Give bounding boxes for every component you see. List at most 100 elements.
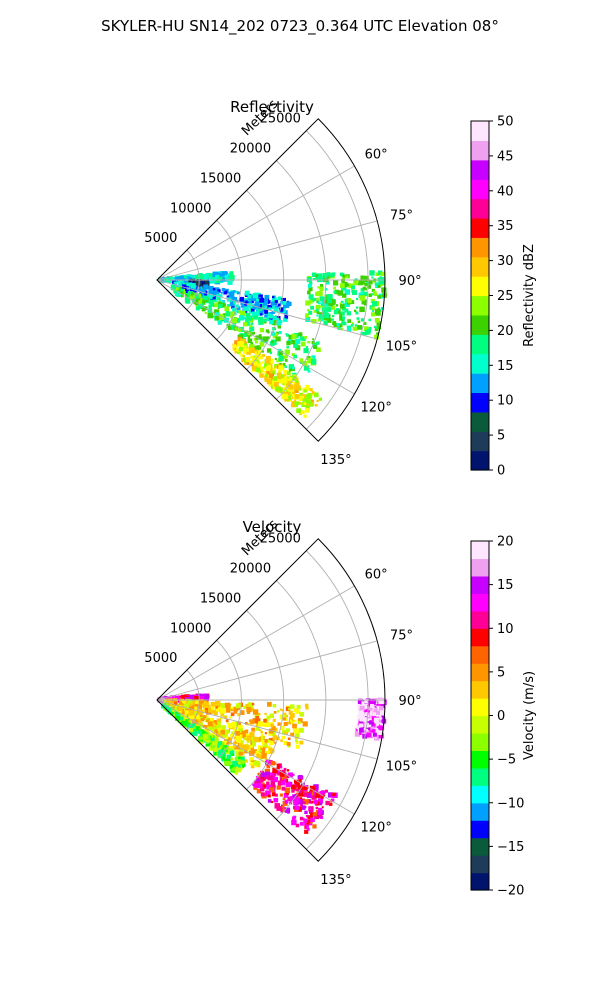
echo-cell xyxy=(255,715,259,720)
echo-cell xyxy=(374,334,379,340)
colorbar-swatch xyxy=(471,837,489,856)
colorbar-swatch xyxy=(471,663,489,682)
echo-cell xyxy=(230,757,234,761)
echo-cell xyxy=(235,738,240,743)
echo-cell xyxy=(281,786,286,791)
echo-cell xyxy=(308,341,311,344)
echo-cell xyxy=(197,704,202,710)
echo-cell xyxy=(244,306,249,312)
echo-cell xyxy=(230,734,234,738)
colorbar-tick-label: 5 xyxy=(497,429,505,444)
echo-cell xyxy=(250,746,254,751)
echo-cell xyxy=(260,772,266,778)
echo-cell xyxy=(282,388,286,392)
echo-cell xyxy=(317,798,324,804)
echo-region xyxy=(305,270,387,340)
colorbar-swatch xyxy=(471,217,489,238)
echo-cell xyxy=(260,787,265,792)
echo-cell xyxy=(221,725,226,730)
echo-cell xyxy=(185,294,189,297)
echo-cell xyxy=(253,337,257,341)
echo-cell xyxy=(234,340,240,346)
echo-cell xyxy=(310,812,315,817)
echo-cell xyxy=(255,750,260,756)
echo-cell xyxy=(179,698,184,704)
echo-cell xyxy=(297,387,302,391)
echo-cell xyxy=(360,710,364,714)
echo-cell xyxy=(242,733,246,737)
echo-cell xyxy=(212,315,215,318)
echo-cell xyxy=(287,396,291,400)
echo-cell xyxy=(311,800,314,803)
echo-cell xyxy=(245,722,248,725)
colorbar-swatch xyxy=(471,373,489,394)
echo-cell xyxy=(316,297,319,301)
echo-cell xyxy=(302,398,308,404)
echo-cell xyxy=(350,323,354,327)
colorbar-swatch xyxy=(471,698,489,717)
echo-cell xyxy=(220,291,223,294)
echo-cell xyxy=(185,710,189,714)
echo-cell xyxy=(276,766,280,769)
echo-cell xyxy=(333,309,339,315)
echo-cell xyxy=(332,321,336,326)
echo-cell xyxy=(298,791,304,797)
echo-cell xyxy=(192,711,198,717)
echo-cell xyxy=(283,370,289,376)
echo-cell xyxy=(229,761,233,765)
echo-cell xyxy=(292,773,295,776)
echo-cell xyxy=(310,305,315,310)
echo-cell xyxy=(247,336,251,339)
echo-cell xyxy=(244,290,250,296)
echo-cell xyxy=(258,294,263,299)
echo-cell xyxy=(305,403,310,409)
echo-cell xyxy=(290,403,295,408)
echo-cell xyxy=(235,731,240,736)
echo-cell xyxy=(316,311,320,314)
echo-cell xyxy=(270,371,273,374)
echo-cell xyxy=(252,749,257,754)
echo-cell xyxy=(233,741,237,745)
echo-cell xyxy=(297,385,301,389)
echo-cell xyxy=(265,358,270,364)
azimuth-tick-label: 90° xyxy=(399,694,422,709)
echo-cell xyxy=(272,297,277,302)
echo-cell xyxy=(284,376,288,380)
echo-cell xyxy=(233,745,236,748)
colorbar-tick-label: −15 xyxy=(497,840,524,855)
echo-cell xyxy=(369,270,375,276)
echo-cell xyxy=(225,707,231,713)
echo-cell xyxy=(252,295,258,302)
echo-cell xyxy=(266,371,270,375)
echo-cell xyxy=(179,276,183,280)
echo-cell xyxy=(280,374,284,378)
echo-cell xyxy=(197,720,201,724)
echo-cell xyxy=(235,290,239,294)
echo-cell xyxy=(370,718,376,724)
echo-cell xyxy=(318,314,324,320)
colorbar-tick-label: −5 xyxy=(497,753,516,768)
echo-cell xyxy=(269,319,274,325)
echo-cell xyxy=(311,796,315,800)
azimuth-spoke xyxy=(156,699,378,760)
echo-cell xyxy=(279,708,283,711)
echo-cell xyxy=(319,810,324,815)
echo-cell xyxy=(287,772,293,778)
echo-cell xyxy=(305,825,309,829)
echo-cell xyxy=(230,324,236,330)
echo-cell xyxy=(367,331,371,335)
colorbar-tick-label: 40 xyxy=(497,184,514,199)
echo-cell xyxy=(274,357,277,360)
echo-cell xyxy=(291,816,296,821)
echo-cell xyxy=(194,718,200,724)
echo-cell xyxy=(267,313,272,318)
echo-cell xyxy=(201,289,206,294)
colorbar-swatch xyxy=(471,610,489,629)
echo-cell xyxy=(164,705,170,710)
echo-cell xyxy=(371,306,375,310)
echo-cell xyxy=(251,702,255,706)
echo-cell xyxy=(225,719,229,723)
echo-cell xyxy=(283,714,287,718)
colorbar-tick-label: 15 xyxy=(497,359,514,374)
echo-cell xyxy=(361,701,366,706)
